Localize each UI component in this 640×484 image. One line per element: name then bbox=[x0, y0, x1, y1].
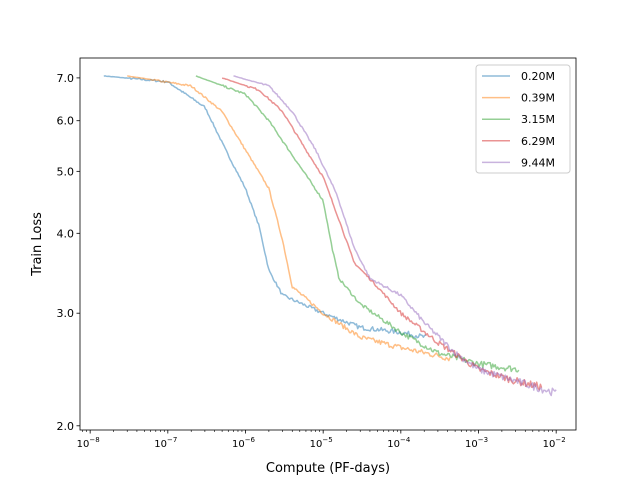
y-axis: 2.0 3.0 4.0 5.0 6.0 7.0 bbox=[57, 72, 80, 433]
legend-label: 3.15M bbox=[521, 113, 555, 126]
legend-label: 0.39M bbox=[521, 92, 555, 105]
plot-frame bbox=[79, 57, 577, 431]
legend-label: 0.20M bbox=[521, 70, 555, 83]
legend-box bbox=[475, 64, 571, 174]
series-layer bbox=[103, 75, 557, 397]
legend-label: 6.29M bbox=[521, 135, 555, 148]
y-tick-label: 6.0 bbox=[57, 115, 75, 128]
y-axis-label: Train Loss bbox=[30, 212, 45, 277]
y-tick-label: 3.0 bbox=[57, 307, 75, 320]
series-line-9.44M bbox=[233, 75, 557, 397]
y-tick-label: 5.0 bbox=[57, 165, 75, 178]
y-tick-label: 4.0 bbox=[57, 227, 75, 240]
legend-label: 9.44M bbox=[521, 156, 555, 169]
series-line-0.20M bbox=[103, 75, 427, 339]
x-tick-label: 10−3 bbox=[465, 436, 488, 450]
y-tick-label: 2.0 bbox=[57, 420, 75, 433]
x-tick-label: 10−8 bbox=[77, 436, 100, 450]
x-axis: 10−8 10−7 10−6 10−5 10−4 10−3 10−2 bbox=[77, 430, 566, 450]
x-tick-label: 10−2 bbox=[543, 436, 566, 450]
series-line-6.29M bbox=[221, 77, 543, 391]
x-tick-label: 10−7 bbox=[154, 436, 177, 450]
x-axis-label: Compute (PF-days) bbox=[266, 461, 390, 476]
y-tick-label: 7.0 bbox=[57, 72, 75, 85]
x-tick-label: 10−5 bbox=[310, 436, 333, 450]
series-line-0.39M bbox=[127, 75, 451, 362]
x-tick-label: 10−6 bbox=[232, 436, 256, 450]
x-tick-label: 10−4 bbox=[387, 436, 411, 450]
legend: 0.20M 0.39M 3.15M 6.29M 9.44M bbox=[475, 64, 571, 174]
